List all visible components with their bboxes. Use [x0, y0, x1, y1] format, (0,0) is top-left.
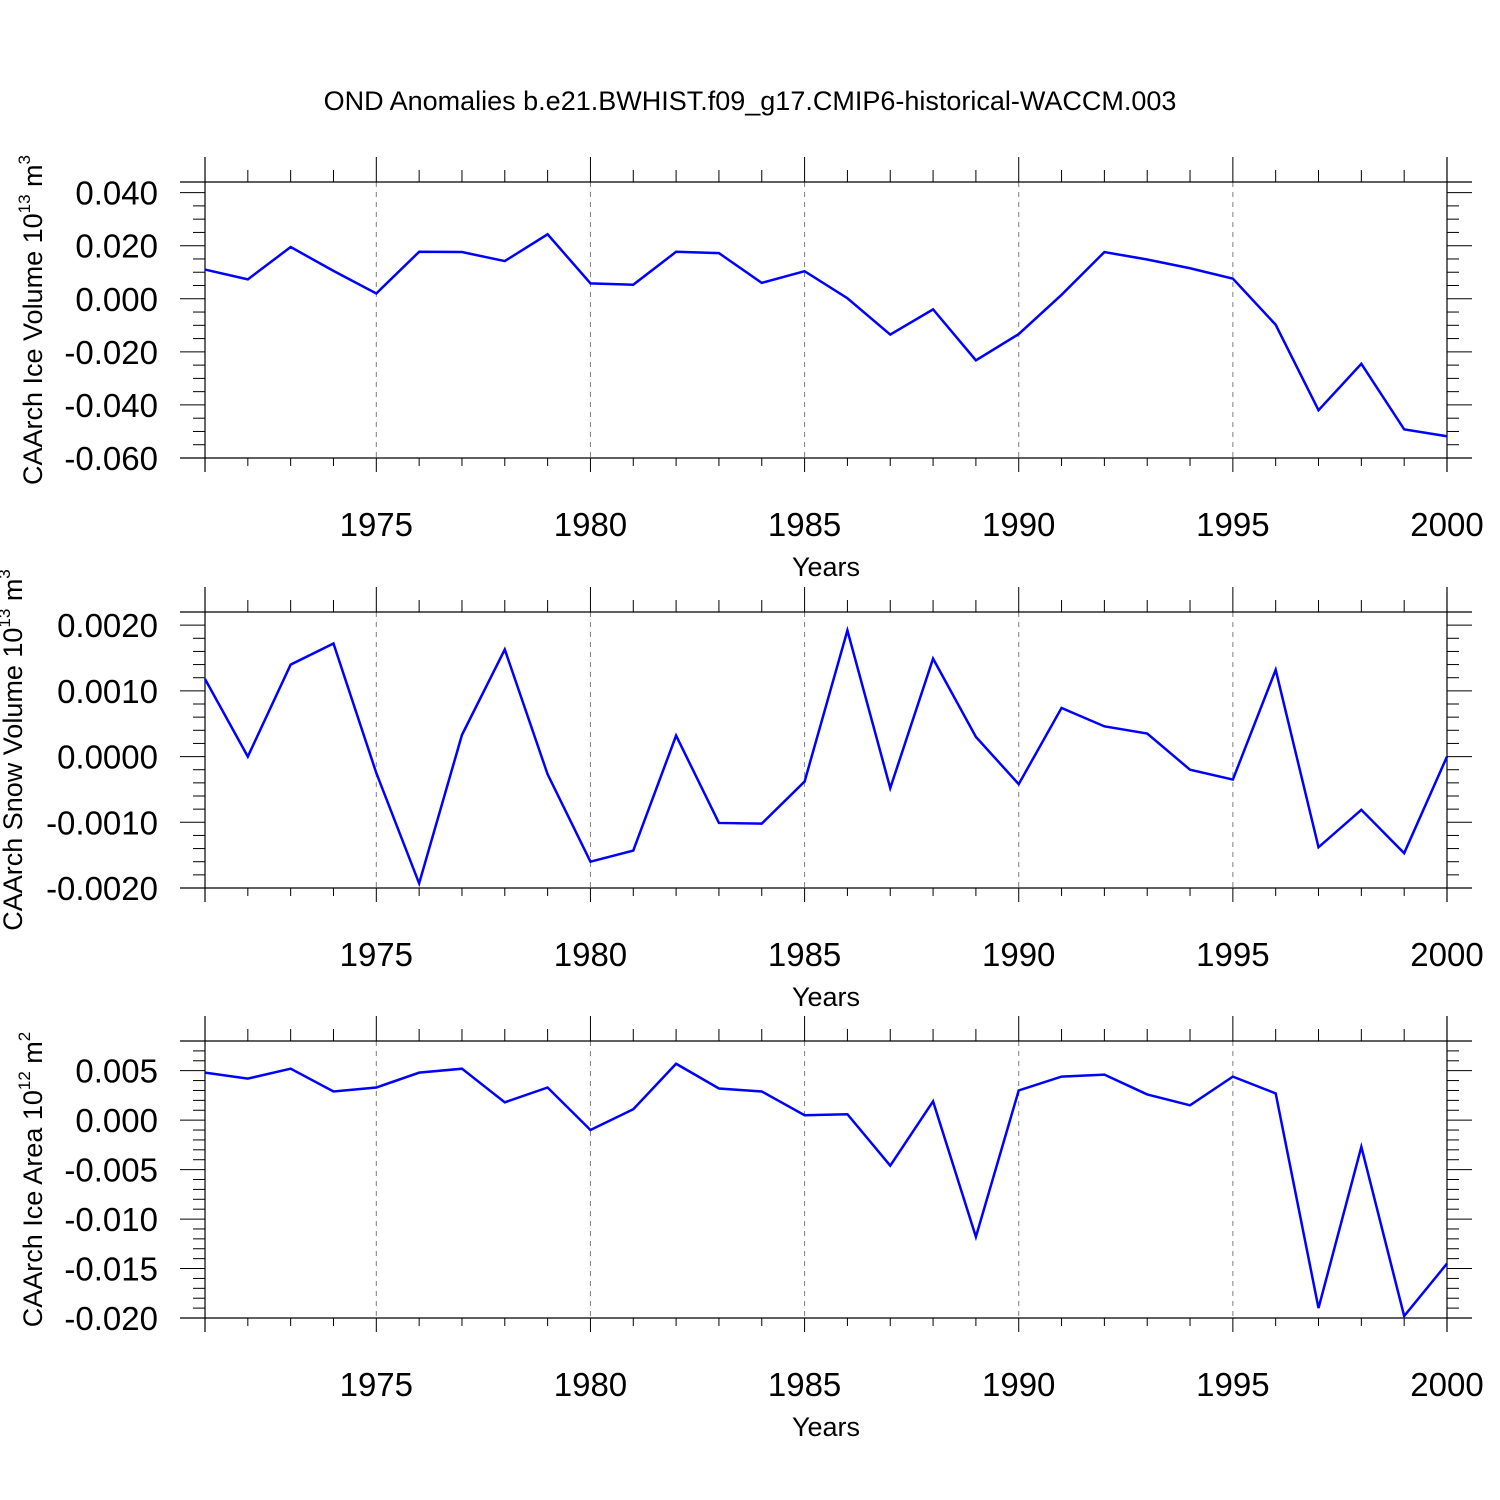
x-axis-title: Years	[792, 1412, 860, 1442]
y-axis-title: CAArch Ice Area 1012 m2	[15, 1032, 48, 1328]
series-line-ice_area	[204, 1062, 1448, 1319]
y-axis-title: CAArch Ice Volume 1013 m3	[15, 155, 48, 485]
x-tick-label: 1990	[982, 506, 1055, 543]
y-tick-label: -0.005	[64, 1152, 158, 1189]
y-tick-label: 0.005	[75, 1053, 158, 1090]
y-tick-label: 0.020	[75, 228, 158, 265]
y-tick-label: -0.010	[64, 1201, 158, 1238]
x-tick-label: 1980	[554, 506, 627, 543]
y-tick-label: 0.000	[75, 1102, 158, 1139]
y-tick-label: -0.015	[64, 1251, 158, 1288]
chart-panels: 1975 1980 1985 1990 1995 2000 Years -0.060 -0.04…	[0, 155, 1484, 1442]
x-tick-label: 1980	[554, 1366, 627, 1403]
x-tick-label: 1985	[768, 936, 841, 973]
x-tick-label: 2000	[1410, 506, 1483, 543]
y-tick-label: -0.020	[64, 334, 158, 371]
x-axis-title: Years	[792, 982, 860, 1012]
x-axis-title: Years	[792, 552, 860, 582]
y-tick-label: 0.0020	[57, 607, 158, 644]
x-tick-label: 1990	[982, 936, 1055, 973]
y-tick-label: -0.040	[64, 387, 158, 424]
y-tick-label: 0.0000	[57, 739, 158, 776]
x-tick-label: 1980	[554, 936, 627, 973]
y-tick-label: 0.0010	[57, 673, 158, 710]
y-tick-label: 0.040	[75, 175, 158, 212]
y-tick-label: -0.0010	[46, 804, 158, 841]
chart-panel-3: 1975 1980 1985 1990 1995 2000 Years -0.020 -0.01…	[15, 1016, 1484, 1442]
chart-panel-2: 1975 1980 1985 1990 1995 2000 Years -0.0020 -0.0…	[0, 569, 1484, 1012]
x-tick-label: 2000	[1410, 936, 1483, 973]
x-tick-label: 2000	[1410, 1366, 1483, 1403]
x-tick-label: 1995	[1196, 936, 1269, 973]
chart-title: OND Anomalies b.e21.BWHIST.f09_g17.CMIP6…	[324, 86, 1177, 116]
x-tick-label: 1990	[982, 1366, 1055, 1403]
x-tick-label: 1975	[340, 1366, 413, 1403]
y-tick-label: -0.020	[64, 1300, 158, 1337]
series-line-snow_volume	[203, 625, 1449, 888]
x-tick-label: 1975	[340, 506, 413, 543]
y-axis-title: CAArch Snow Volume 1013 m3	[0, 569, 28, 931]
x-tick-label: 1985	[768, 1366, 841, 1403]
y-tick-label: -0.0020	[46, 870, 158, 907]
x-tick-label: 1995	[1196, 506, 1269, 543]
x-tick-label: 1985	[768, 506, 841, 543]
y-tick-label: -0.060	[64, 440, 158, 477]
y-tick-label: 0.000	[75, 281, 158, 318]
x-tick-label: 1995	[1196, 1366, 1269, 1403]
series-line-ice_volume	[204, 232, 1448, 438]
x-tick-label: 1975	[340, 936, 413, 973]
chart-panel-1: 1975 1980 1985 1990 1995 2000 Years -0.060 -0.04…	[15, 155, 1484, 582]
